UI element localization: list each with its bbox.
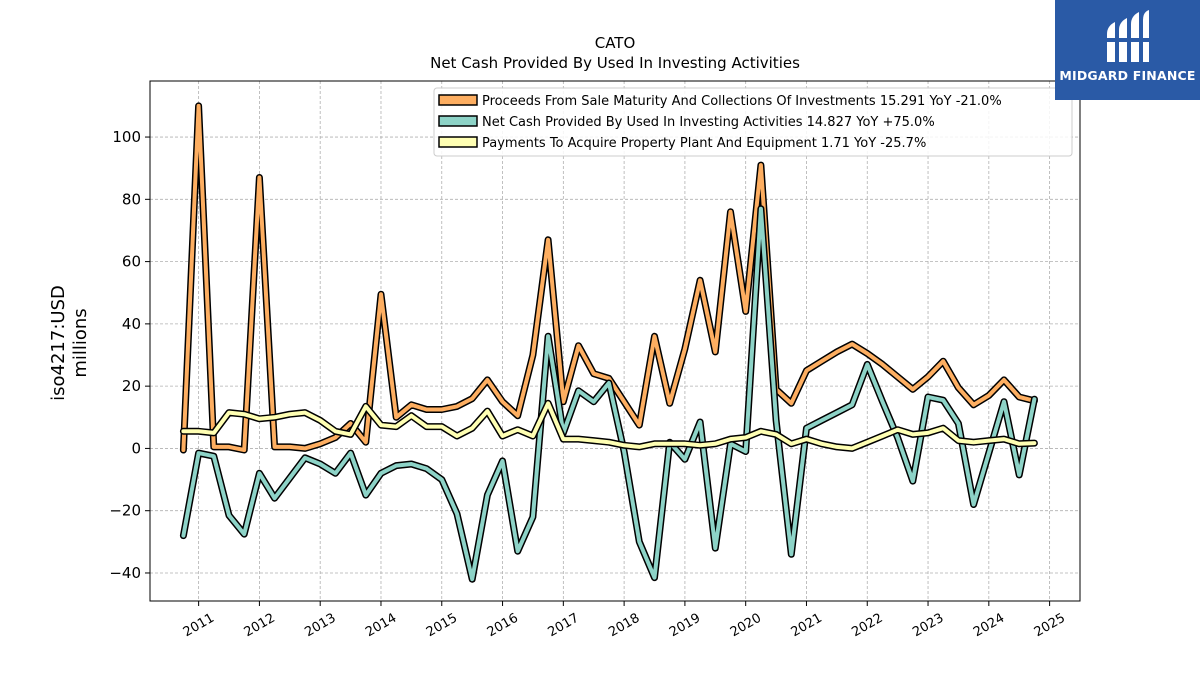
brand-logo: MIDGARD FINANCE [1055,0,1200,100]
y-tick-label: −20 [109,502,141,520]
legend-box [433,87,1073,157]
legend-swatch-1 [438,94,478,106]
x-axis: 2011 2012 2013 2014 2015 2016 2017 2018 2019 2020… [181,601,1068,640]
legend-swatch-2 [438,115,478,127]
series-line-1 [181,103,1037,452]
y-tick-label: 60 [122,253,141,271]
y-tick-label: 100 [112,128,141,146]
chart-subtitle: Net Cash Provided By Used In Investing A… [430,54,800,72]
x-tick-label: 2017 [546,611,582,641]
series-layer [179,102,1038,583]
x-tick-label: 2013 [302,611,338,641]
y-tick-label: −40 [109,564,141,582]
x-tick-label: 2011 [181,611,217,641]
y-axis-label-line: millions [70,308,91,377]
logo-text: MIDGARD FINANCE [1059,68,1196,83]
y-axis-label-line: iso4217:USD [48,285,69,401]
grid [150,81,1080,601]
y-tick-label: 20 [122,377,141,395]
y-tick-label: 40 [122,315,141,333]
legend-label-2: Net Cash Provided By Used In Investing A… [482,115,935,130]
plot-frame [149,80,1081,602]
series-outline-2 [179,205,1038,583]
y-axis-label: iso4217:USDmillions [48,285,91,401]
x-tick-label: 2018 [606,611,642,641]
x-tick-label: 2019 [667,611,703,641]
legend-label-1: Proceeds From Sale Maturity And Collecti… [482,94,1002,109]
x-tick-label: 2020 [728,611,764,641]
series-line-2 [181,206,1037,582]
logo-mark-icon [1107,10,1149,62]
x-tick-label: 2012 [242,611,278,641]
y-axis: −40 −20 0 20 40 60 80 100 [109,128,150,582]
series-line-3 [181,401,1037,451]
x-tick-label: 2014 [363,611,399,641]
x-tick-label: 2024 [971,611,1007,641]
legend: Proceeds From Sale Maturity And Collecti… [433,87,1073,157]
y-tick-label: 80 [122,190,141,208]
legend-label-3: Payments To Acquire Property Plant And E… [482,136,926,151]
chart-title: CATO [595,34,636,52]
x-tick-label: 2015 [424,611,460,641]
x-tick-label: 2025 [1032,611,1068,641]
x-tick-label: 2021 [789,611,825,641]
legend-swatch-3 [438,136,478,148]
x-tick-label: 2022 [849,611,885,641]
x-tick-label: 2023 [910,611,946,641]
y-tick-label: 0 [131,439,141,457]
x-tick-label: 2016 [485,611,521,641]
